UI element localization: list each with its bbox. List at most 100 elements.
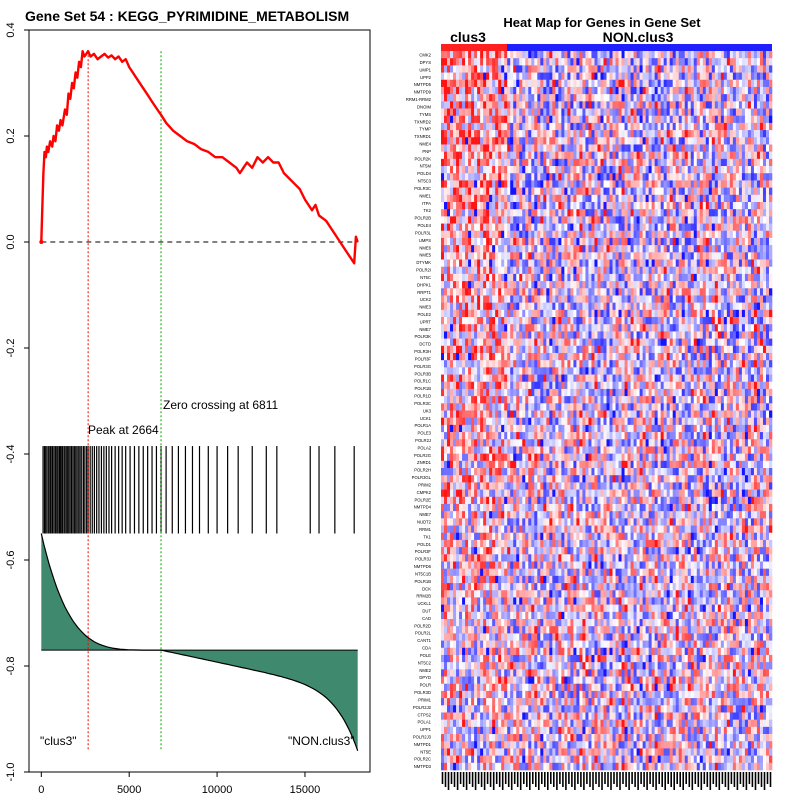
heatmap-cell (625, 295, 628, 302)
heatmap-cell (634, 216, 637, 223)
heatmap-cell (706, 274, 709, 281)
heatmap-cell (637, 360, 640, 367)
heatmap-cell (751, 109, 754, 116)
heatmap-cell (561, 166, 564, 173)
heatmap-cell (495, 346, 498, 353)
heatmap-cell (594, 281, 597, 288)
heatmap-cell (477, 101, 480, 108)
heatmap-cell (534, 166, 537, 173)
heatmap-cell (489, 109, 492, 116)
heatmap-cell (516, 367, 519, 374)
heatmap-cell (682, 73, 685, 80)
heatmap-cell (757, 109, 760, 116)
heatmap-cell (646, 238, 649, 245)
heatmap-cell (640, 295, 643, 302)
heatmap-cell (757, 245, 760, 252)
heatmap-cell (634, 188, 637, 195)
heatmap-cell (450, 130, 453, 137)
heatmap-cell (694, 65, 697, 72)
heatmap-cell (564, 339, 567, 346)
heatmap-cell (694, 252, 697, 259)
heatmap-cell (721, 346, 724, 353)
heatmap-cell (504, 116, 507, 123)
heatmap-cell (450, 180, 453, 187)
heatmap-cell (462, 224, 465, 231)
heatmap-cell (619, 360, 622, 367)
heatmap-cell (483, 137, 486, 144)
heatmap-cell (546, 65, 549, 72)
heatmap-cell (610, 288, 613, 295)
heatmap-cell (625, 346, 628, 353)
heatmap-cell (603, 94, 606, 101)
heatmap-cell (637, 317, 640, 324)
heatmap-cell (597, 101, 600, 108)
heatmap-cell (625, 317, 628, 324)
heatmap-cell (616, 152, 619, 159)
heatmap-cell (724, 231, 727, 238)
heatmap-cell (531, 281, 534, 288)
heatmap-cell (540, 252, 543, 259)
heatmap-cell (477, 159, 480, 166)
heatmap-cell (477, 303, 480, 310)
heatmap-cell (769, 324, 772, 331)
heatmap-cell (715, 303, 718, 310)
heatmap-cell (543, 173, 546, 180)
heatmap-cell (507, 238, 510, 245)
heatmap-cell (628, 324, 631, 331)
heatmap-cell (655, 159, 658, 166)
heatmap-cell (643, 303, 646, 310)
heatmap-cell (658, 202, 661, 209)
heatmap-cell (441, 317, 444, 324)
heatmap-cell (486, 180, 489, 187)
heatmap-cell (610, 324, 613, 331)
heatmap-cell (588, 310, 591, 317)
heatmap-cell (646, 109, 649, 116)
heatmap-cell (561, 324, 564, 331)
heatmap-cell (670, 295, 673, 302)
heatmap-cell (516, 51, 519, 58)
heatmap-cell (579, 188, 582, 195)
heatmap-cell (546, 303, 549, 310)
heatmap-cell (694, 260, 697, 267)
heatmap-cell (610, 152, 613, 159)
heatmap-cell (745, 51, 748, 58)
heatmap-cell (736, 87, 739, 94)
heatmap-cell (661, 339, 664, 346)
heatmap-cell (769, 360, 772, 367)
heatmap-cell (682, 331, 685, 338)
heatmap-cell (712, 51, 715, 58)
heatmap-cell (516, 317, 519, 324)
heatmap-cell (522, 130, 525, 137)
heatmap-cell (525, 123, 528, 130)
heatmap-cell (519, 331, 522, 338)
heatmap-cell (769, 303, 772, 310)
heatmap-cell (474, 116, 477, 123)
heatmap-cell (628, 159, 631, 166)
heatmap-cell (631, 267, 634, 274)
heatmap-cell (561, 195, 564, 202)
heatmap-cell (724, 94, 727, 101)
heatmap-cell (613, 331, 616, 338)
heatmap-cell (444, 130, 447, 137)
heatmap-cell (549, 303, 552, 310)
heatmap-cell (540, 288, 543, 295)
heatmap-cell (480, 166, 483, 173)
heatmap-cell (736, 65, 739, 72)
heatmap-cell (700, 188, 703, 195)
heatmap-cell (534, 288, 537, 295)
heatmap-cell (709, 195, 712, 202)
heatmap-cell (616, 353, 619, 360)
heatmap-cell (513, 346, 516, 353)
heatmap-cell (486, 346, 489, 353)
heatmap-cell (492, 303, 495, 310)
heatmap-cell (450, 166, 453, 173)
heatmap-cell (742, 166, 745, 173)
heatmap-cell (697, 180, 700, 187)
heatmap-cell (453, 339, 456, 346)
heatmap-cell (643, 80, 646, 87)
heatmap-cell (607, 324, 610, 331)
heatmap-cell (769, 65, 772, 72)
heatmap-cell (649, 159, 652, 166)
heatmap-cell (522, 152, 525, 159)
heatmap-cell (637, 101, 640, 108)
